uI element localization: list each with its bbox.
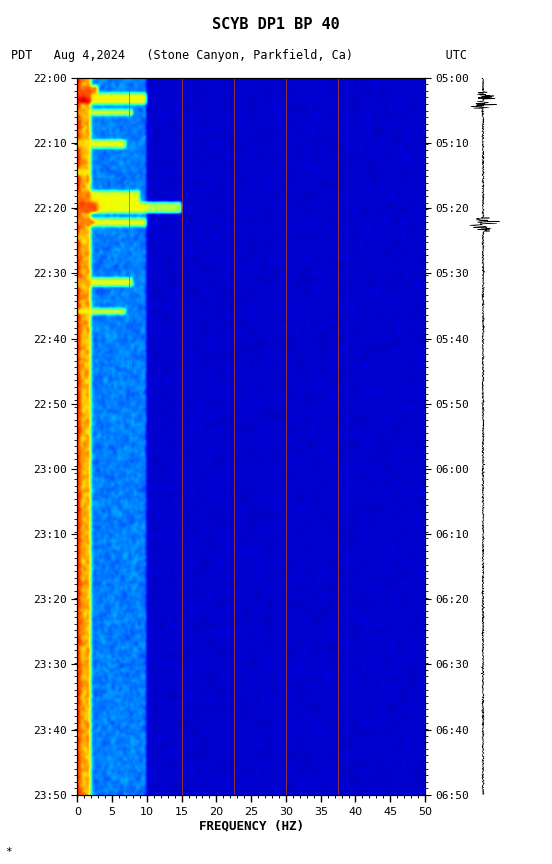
Text: PDT   Aug 4,2024   (Stone Canyon, Parkfield, Ca)             UTC: PDT Aug 4,2024 (Stone Canyon, Parkfield,… bbox=[11, 49, 467, 62]
Text: SCYB DP1 BP 40: SCYB DP1 BP 40 bbox=[212, 17, 340, 32]
Text: *: * bbox=[6, 848, 12, 857]
X-axis label: FREQUENCY (HZ): FREQUENCY (HZ) bbox=[199, 819, 304, 832]
